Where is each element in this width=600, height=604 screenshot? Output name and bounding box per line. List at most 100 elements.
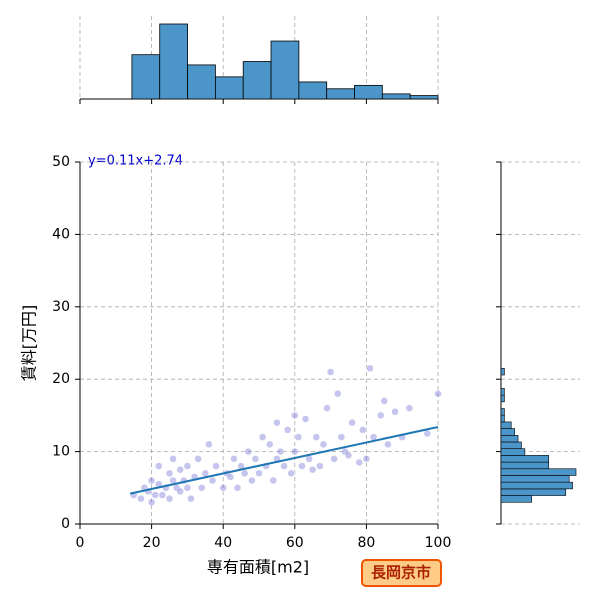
hist-bar [354, 84, 383, 100]
point [226, 473, 235, 481]
x-tick-label: 100 [425, 535, 452, 551]
point [176, 465, 184, 474]
hist-bar [409, 95, 439, 100]
point [197, 484, 206, 492]
point [405, 404, 414, 412]
point [291, 447, 299, 456]
y-tick-label: 10 [52, 444, 70, 460]
hist-bar [500, 455, 550, 463]
point [155, 462, 163, 470]
hist-bar [500, 421, 512, 429]
point [323, 404, 331, 412]
point [205, 440, 213, 449]
hist-bar [500, 394, 505, 403]
point [319, 440, 328, 449]
point [384, 440, 392, 449]
x-label: 専有面積[m2] [207, 558, 309, 577]
hist-bar [500, 414, 505, 423]
point [308, 465, 317, 474]
point [294, 433, 303, 441]
y-tick-label: 50 [52, 154, 70, 170]
point [240, 469, 249, 478]
hist-bar [270, 40, 300, 100]
point [312, 433, 321, 441]
point [147, 498, 156, 507]
hist-bar [500, 408, 505, 416]
hist-bar [500, 441, 522, 450]
point [283, 426, 292, 434]
point [194, 455, 202, 463]
point [337, 433, 346, 441]
point [380, 397, 389, 405]
hist-bar [214, 76, 244, 100]
hist-bar [500, 488, 567, 496]
point [165, 469, 174, 478]
point [334, 389, 342, 398]
x-tick-label: 0 [76, 535, 85, 551]
point [301, 415, 310, 423]
hist-bar [500, 475, 570, 483]
point [169, 455, 177, 463]
hist-bar [242, 61, 272, 100]
hist-bar [500, 368, 505, 376]
point [423, 429, 432, 438]
point [219, 484, 227, 492]
point [158, 491, 167, 499]
point [376, 411, 385, 420]
point [251, 455, 260, 463]
point [344, 451, 353, 459]
point [255, 469, 263, 478]
point [258, 433, 267, 441]
y-tick-label: 40 [52, 226, 70, 242]
hist-bar [500, 461, 550, 470]
point [391, 408, 399, 416]
point [137, 494, 145, 503]
hist-bar [131, 54, 161, 100]
hist-bar [298, 81, 328, 100]
point [280, 462, 288, 470]
point [176, 487, 184, 496]
hist-bar [381, 93, 411, 100]
point [230, 455, 238, 463]
point [208, 476, 217, 485]
hist-bar [187, 64, 216, 100]
hist-bar [500, 495, 532, 503]
hist-bar [500, 388, 505, 396]
point [269, 476, 278, 485]
badge: 長岡京市 [371, 564, 431, 582]
point [233, 484, 242, 492]
hist-bar [500, 448, 526, 456]
point [276, 447, 285, 456]
point [348, 418, 356, 427]
y-tick-label: 0 [61, 516, 70, 532]
point [298, 462, 306, 470]
y-tick-label: 20 [52, 371, 70, 387]
x-tick-label: 40 [214, 535, 232, 551]
point [183, 484, 192, 492]
point [316, 462, 324, 470]
regression-line [129, 426, 439, 495]
point [212, 462, 220, 470]
hist-bar [326, 88, 355, 100]
point [359, 426, 367, 434]
hist-bar [159, 23, 188, 100]
point [183, 462, 192, 470]
point [326, 368, 335, 376]
point [187, 494, 195, 503]
point [147, 476, 156, 485]
equation: y=0.11x+2.74 [88, 154, 183, 169]
y-label: 賃料[万円] [20, 305, 39, 382]
hist-bar [500, 468, 577, 476]
point [165, 494, 174, 503]
badge-box [361, 559, 442, 587]
y-tick-label: 30 [52, 299, 70, 315]
point [273, 418, 281, 427]
point [291, 411, 299, 420]
hist-bar [500, 481, 573, 490]
point [366, 364, 374, 373]
point [244, 447, 253, 456]
x-tick-label: 80 [357, 535, 375, 551]
point [362, 455, 371, 463]
point [355, 458, 363, 467]
point [201, 469, 210, 478]
